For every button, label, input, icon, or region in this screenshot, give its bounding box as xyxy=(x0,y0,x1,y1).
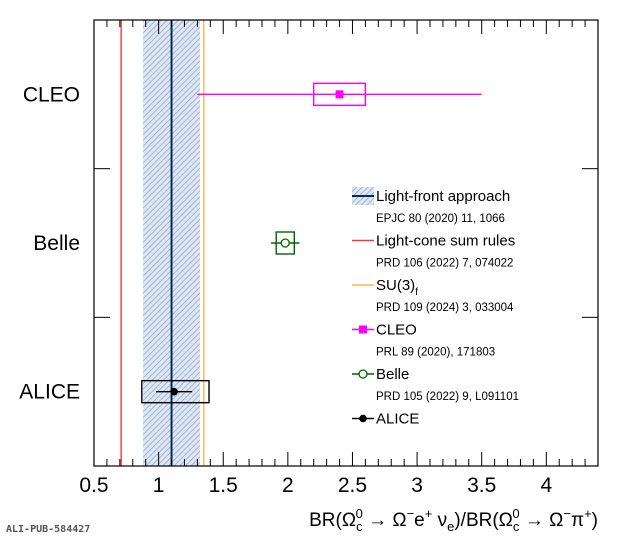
legend: Light-front approach EPJC 80 (2020) 11, 1… xyxy=(352,187,519,428)
legend-entry-5-marker xyxy=(359,414,367,423)
x-tick-label: 4 xyxy=(540,474,552,497)
legend-entry-4-marker xyxy=(358,369,368,379)
legend-entry-0-reference: EPJC 80 (2020) 11, 1066 xyxy=(376,213,505,225)
y-axis-ticks: CLEO Belle ALICE xyxy=(19,83,598,404)
legend-entry-0-label: Light-front approach xyxy=(376,188,510,205)
x-tick-label: 2 xyxy=(282,474,294,497)
legend-entry-5-label: ALICE xyxy=(376,411,419,428)
category-label-belle: Belle xyxy=(33,232,80,255)
syst-box-alice xyxy=(141,379,210,404)
legend-entry-4-reference: PRD 105 (2022) 9, L091101 xyxy=(376,391,519,403)
point-cleo xyxy=(335,90,344,99)
point-alice xyxy=(170,387,178,396)
legend-entry-2-label: SU(3)f xyxy=(376,277,418,298)
measurements xyxy=(141,82,482,404)
x-tick-label: 3 xyxy=(411,474,423,497)
x-axis-ticks: 0.5 1 1.5 2 2.5 3 3.5 4 xyxy=(79,20,599,497)
category-label-cleo: CLEO xyxy=(23,83,80,106)
plot-frame xyxy=(93,19,599,467)
legend-entry-1-reference: PRD 106 (2022) 7, 074022 xyxy=(376,258,513,270)
syst-box-belle xyxy=(275,231,296,255)
publication-id: ALI-PUB-584427 xyxy=(6,524,90,535)
legend-entry-4-label: Belle xyxy=(376,366,409,383)
legend-entry-3-reference: PRL 89 (2020), 171803 xyxy=(376,347,495,359)
x-tick-label: 0.5 xyxy=(79,474,108,497)
legend-entry-2-reference: PRD 109 (2024) 3, 033004 xyxy=(376,302,514,314)
category-label-alice: ALICE xyxy=(19,381,80,404)
point-belle xyxy=(280,238,290,248)
syst-box-cleo xyxy=(312,82,367,107)
x-tick-label: 3.5 xyxy=(467,474,496,497)
legend-entry-3-marker xyxy=(359,325,367,334)
x-tick-label: 1.5 xyxy=(209,474,238,497)
legend-entry-1-label: Light-cone sum rules xyxy=(376,233,515,250)
legend-entry-3-label: CLEO xyxy=(376,322,417,339)
x-axis-label: BR(Ωc0 → Ω−e+ νe)/BR(Ωc0 → Ω−π+) xyxy=(309,506,598,534)
x-tick-label: 2.5 xyxy=(338,474,367,497)
x-tick-label: 1 xyxy=(153,474,165,497)
